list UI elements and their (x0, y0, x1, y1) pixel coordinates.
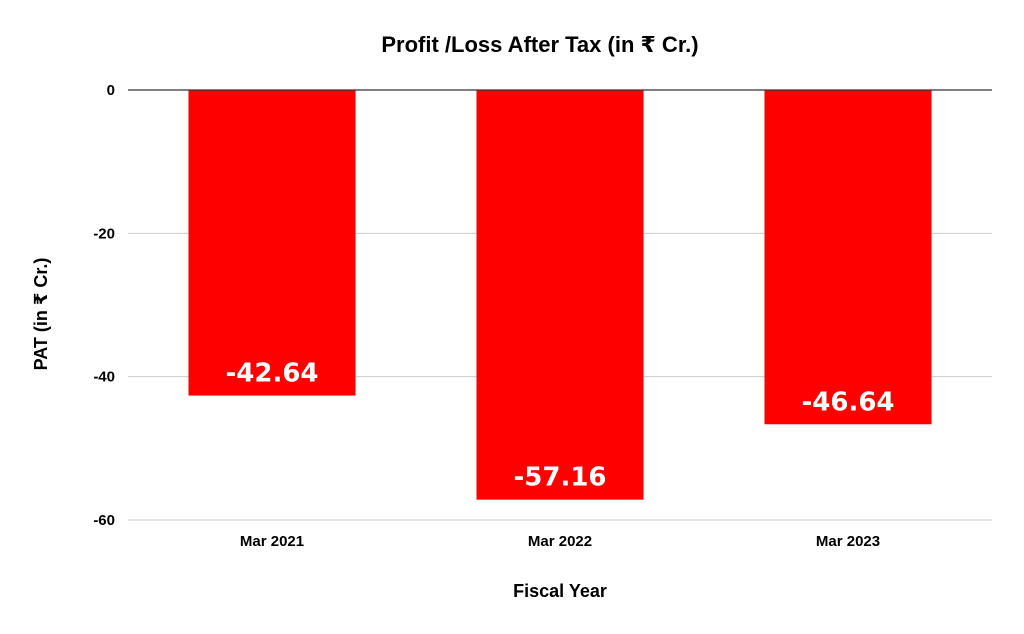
data-labels: -42.64 -57.16 -46.64 (225, 359, 894, 493)
data-label: -57.16 (513, 463, 606, 493)
y-tick-label: -20 (93, 225, 115, 242)
y-tick-label: 0 (107, 82, 115, 99)
x-axis-ticks: Mar 2021 Mar 2022 Mar 2023 (240, 533, 880, 550)
y-axis-ticks: 0 -20 -40 -60 (93, 82, 115, 529)
x-tick-label: Mar 2023 (816, 533, 880, 550)
data-label: -46.64 (801, 387, 894, 417)
bars (188, 90, 932, 500)
y-axis-title: PAT (in ₹ Cr.) (31, 258, 51, 371)
x-axis-title: Fiscal Year (513, 581, 607, 601)
y-tick-label: -40 (93, 369, 115, 386)
x-tick-label: Mar 2021 (240, 533, 304, 550)
y-tick-label: -60 (93, 512, 115, 529)
x-tick-label: Mar 2022 (528, 533, 592, 550)
bar (764, 90, 932, 425)
bar (188, 90, 356, 396)
chart-title: Profit /Loss After Tax (in ₹ Cr.) (381, 32, 698, 57)
bar (476, 90, 644, 500)
data-label: -42.64 (225, 359, 318, 389)
